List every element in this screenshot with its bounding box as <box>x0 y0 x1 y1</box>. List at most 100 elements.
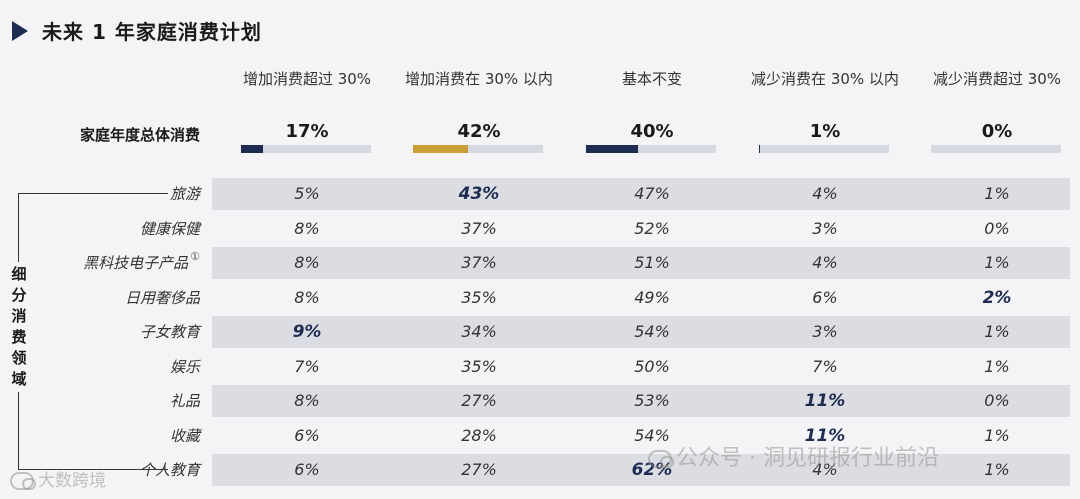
wechat-icon <box>648 450 674 468</box>
table-cell: 4% <box>812 184 838 203</box>
table-cell: 51% <box>634 253 670 272</box>
table-cell: 6% <box>294 460 320 479</box>
watermark-left: 大数跨境 <box>10 466 106 491</box>
table-cell: 54% <box>634 425 670 445</box>
table-cell: 2% <box>982 287 1012 308</box>
table-cell: 8% <box>294 287 320 307</box>
table-cell: 8% <box>294 253 320 272</box>
table-cell: 28% <box>461 425 497 445</box>
chart-title: 未来 1 年家庭消费计划 <box>42 20 262 44</box>
total-percent-label: 17% <box>285 121 329 142</box>
row-band <box>212 178 1070 210</box>
table-cell: 4% <box>812 460 838 479</box>
table-cell: 53% <box>634 391 670 410</box>
table-cell: 11% <box>804 391 846 411</box>
row-label-text: 收藏 <box>169 426 200 445</box>
table-cell: 6% <box>812 287 838 307</box>
total-bar <box>241 145 264 153</box>
total-percent-label: 42% <box>457 121 501 142</box>
table-cell: 34% <box>461 322 497 341</box>
table-cell: 3% <box>812 322 838 341</box>
table-cell: 3% <box>812 218 838 238</box>
table-cell: 50% <box>634 356 670 376</box>
total-percent-label: 0% <box>981 121 1013 142</box>
row-label: 日用奢侈品 <box>125 282 200 314</box>
table-cell: 4% <box>812 253 838 272</box>
total-percent-label: 40% <box>630 121 674 142</box>
table-cell: 7% <box>294 356 320 376</box>
table-cell: 9% <box>292 322 322 342</box>
row-label: 黑科技电子产品 ① <box>83 247 200 279</box>
column-header: 增加消费在 30% 以内 <box>405 70 553 88</box>
title-block: 未来 1 年家庭消费计划 <box>12 16 262 45</box>
footnote-mark: ① <box>190 250 200 263</box>
row-label-text: 礼品 <box>169 392 200 410</box>
table-cell: 5% <box>294 184 320 203</box>
table-cell: 27% <box>461 460 497 479</box>
column-header: 减少消费在 30% 以内 <box>751 70 899 88</box>
table-cell: 0% <box>984 391 1010 410</box>
row-label-text: 日用奢侈品 <box>124 288 200 307</box>
total-row-label: 家庭年度总体消费 <box>79 126 200 144</box>
row-band <box>212 247 1070 279</box>
side-label: 细分消费领域 <box>8 262 30 392</box>
total-bar-track <box>586 145 716 153</box>
row-label: 子女教育 <box>140 316 200 348</box>
column-header: 减少消费超过 30% <box>932 70 1062 88</box>
total-bar <box>586 145 638 153</box>
table-cell: 43% <box>458 184 500 204</box>
total-bar <box>413 145 468 153</box>
table-cell: 1% <box>984 460 1010 479</box>
column-header: 基本不变 <box>621 70 682 88</box>
table-cell: 35% <box>461 287 497 307</box>
total-bar <box>759 145 761 153</box>
table-cell: 52% <box>634 218 670 238</box>
row-label-text: 娱乐 <box>169 357 200 376</box>
table-cell: 1% <box>984 425 1010 445</box>
row-label: 收藏 <box>170 420 200 452</box>
table-cell: 8% <box>294 391 320 410</box>
watermark-left-text: 大数跨境 <box>38 471 106 491</box>
row-label: 健康保健 <box>140 213 200 245</box>
watermark-right-text: 公众号 · 洞见研报行业前沿 <box>676 446 939 471</box>
row-label-text: 健康保健 <box>139 219 200 238</box>
table-cell: 35% <box>461 356 497 376</box>
table-cell: 1% <box>984 356 1010 376</box>
table-cell: 49% <box>634 287 670 307</box>
row-band <box>212 385 1070 417</box>
table-cell: 37% <box>461 218 497 238</box>
table-cell: 1% <box>984 184 1010 203</box>
column-header: 增加消费超过 30% <box>242 70 372 88</box>
bracket-bottom-line <box>18 469 168 470</box>
table-cell: 7% <box>812 356 838 376</box>
table-cell: 47% <box>634 184 670 203</box>
row-label: 旅游 <box>170 178 200 210</box>
row-band <box>212 454 1070 486</box>
table-cell: 27% <box>461 391 497 410</box>
total-bar-track <box>241 145 371 153</box>
row-label: 娱乐 <box>170 351 200 383</box>
table-cell: 1% <box>984 322 1010 341</box>
row-label-text: 黑科技电子产品 <box>83 254 189 272</box>
table-cell: 0% <box>984 218 1010 238</box>
watermark-right: 公众号 · 洞见研报行业前沿 <box>648 440 939 472</box>
row-label: 个人教育 <box>140 454 200 486</box>
table-cell: 6% <box>294 425 320 445</box>
total-percent-label: 1% <box>809 121 841 142</box>
total-bar-track <box>931 145 1061 153</box>
row-label-text: 旅游 <box>169 185 200 203</box>
row-label-text: 子女教育 <box>139 323 200 341</box>
total-bar-track <box>759 145 889 153</box>
bracket-top-line <box>18 193 168 194</box>
table-cell: 8% <box>294 218 320 238</box>
row-band <box>212 316 1070 348</box>
row-label: 礼品 <box>170 385 200 417</box>
table-cell: 37% <box>461 253 497 272</box>
table-cell: 1% <box>984 253 1010 272</box>
table-cell: 11% <box>804 425 846 446</box>
table-cell: 54% <box>634 322 670 341</box>
wechat-icon <box>10 472 36 490</box>
total-bar-track <box>413 145 543 153</box>
row-label-text: 个人教育 <box>139 461 200 479</box>
title-triangle-icon <box>12 20 28 41</box>
